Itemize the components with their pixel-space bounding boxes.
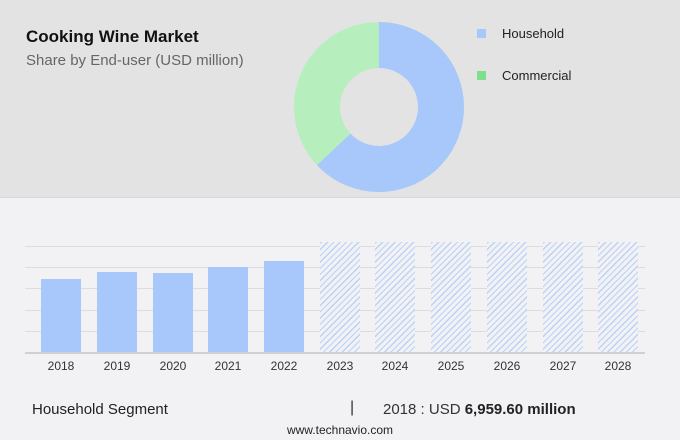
legend-label: Commercial — [502, 67, 572, 83]
legend-item-household: Household — [474, 12, 571, 54]
segment-value: 2018 : USD 6,959.60 million — [383, 401, 576, 418]
bar-2020 — [153, 273, 193, 352]
x-axis — [25, 352, 645, 354]
bar-2026-forecast — [487, 242, 527, 352]
x-tick-label: 2028 — [604, 359, 632, 373]
x-tick-label: 2023 — [326, 359, 354, 373]
bar-2025-forecast — [431, 242, 471, 352]
value-amount: 6,959.60 million — [464, 401, 576, 418]
bar-2022 — [264, 261, 304, 352]
x-tick-label: 2024 — [381, 359, 409, 373]
source-link[interactable]: www.technavio.com — [286, 423, 394, 437]
donut-slice-household — [294, 22, 464, 192]
segment-label: Household Segment — [32, 401, 168, 418]
bar-2019 — [97, 272, 137, 352]
legend-label: Household — [502, 25, 565, 41]
bar-2027-forecast — [543, 242, 583, 352]
legend-swatch-icon — [477, 28, 486, 38]
bar-2024-forecast — [375, 242, 415, 352]
x-tick-label: 2027 — [549, 359, 577, 373]
legend: Household Commercial — [474, 12, 571, 96]
x-tick-label: 2022 — [270, 359, 298, 373]
top-panel: Cooking Wine Market Share by End-user (U… — [0, 0, 680, 198]
legend-swatch-icon — [477, 70, 486, 80]
value-prefix: 2018 : USD — [383, 401, 465, 418]
x-tick-label: 2026 — [493, 359, 521, 373]
bar-2028-forecast — [598, 242, 638, 352]
chart-subtitle: Share by End-user (USD million) — [26, 52, 244, 69]
bar-2023-forecast — [320, 242, 360, 352]
bar-2021 — [208, 267, 248, 352]
x-tick-label: 2025 — [437, 359, 465, 373]
bar-2018 — [41, 279, 81, 352]
x-tick-label: 2018 — [47, 359, 75, 373]
footer-separator: | — [350, 399, 355, 416]
legend-item-commercial: Commercial — [474, 54, 571, 96]
x-tick-label: 2021 — [214, 359, 242, 373]
x-tick-label: 2020 — [159, 359, 187, 373]
donut-chart — [294, 22, 464, 192]
x-tick-label: 2019 — [103, 359, 131, 373]
chart-title: Cooking Wine Market — [26, 27, 199, 46]
